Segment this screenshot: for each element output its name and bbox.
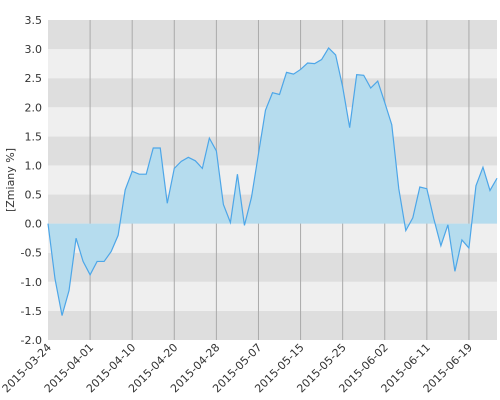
y-tick-label: 0.5 bbox=[25, 189, 43, 202]
y-tick-label: -0.5 bbox=[21, 247, 42, 260]
area bbox=[48, 47, 497, 316]
grid-band bbox=[48, 281, 497, 311]
grid-band bbox=[48, 49, 497, 79]
y-tick-label: -1.5 bbox=[21, 305, 42, 318]
y-tick-label: 2.5 bbox=[25, 72, 43, 85]
y-tick-label: 1.5 bbox=[25, 130, 43, 143]
grid-band bbox=[48, 310, 497, 340]
y-tick-label: 1.0 bbox=[25, 159, 43, 172]
line bbox=[47, 46, 498, 316]
grid-band bbox=[48, 20, 497, 50]
y-tick-label: 3.5 bbox=[25, 14, 43, 27]
y-axis-label: [Zmiany %] bbox=[4, 148, 17, 212]
y-tick-label: 2.0 bbox=[25, 101, 43, 114]
grid-band bbox=[48, 223, 497, 253]
y-tick-label: -2.0 bbox=[21, 334, 42, 347]
y-tick-label: 3.0 bbox=[25, 43, 43, 56]
grid-band bbox=[48, 252, 497, 282]
y-tick-label: 0.0 bbox=[25, 218, 43, 231]
y-tick-label: -1.0 bbox=[21, 276, 42, 289]
